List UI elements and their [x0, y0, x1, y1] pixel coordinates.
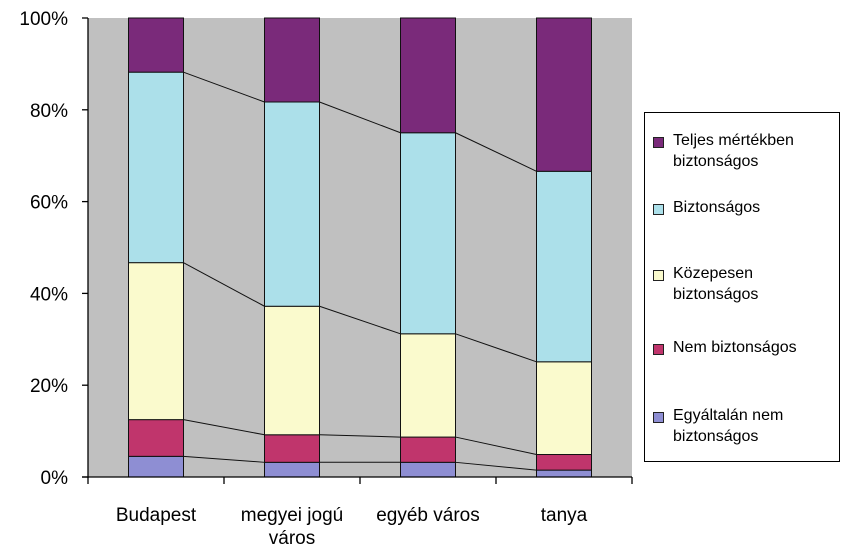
- bar-segment: [400, 461, 456, 478]
- y-tick-label: 0%: [41, 468, 69, 489]
- legend-item: Nem biztonságos: [653, 337, 833, 358]
- connector-line: [183, 419, 265, 436]
- bar-segment: [128, 419, 184, 457]
- legend-item: Közepesen biztonságos: [653, 263, 833, 305]
- bar-segment: [536, 454, 592, 471]
- bar-segment: [400, 333, 456, 438]
- legend-swatch: [653, 270, 664, 281]
- bar-segment: [536, 170, 592, 363]
- legend-item: Egyáltalán nem biztonságos: [653, 405, 833, 447]
- y-tick-label: 80%: [30, 101, 68, 122]
- connector-line: [183, 455, 265, 463]
- x-category-label: Budapest: [116, 505, 197, 526]
- connector-line: [455, 132, 537, 172]
- bar-segment: [264, 434, 320, 463]
- x-category-label: megyei jogú város: [241, 505, 343, 548]
- y-tick-label: 40%: [30, 284, 68, 305]
- connector-line: [319, 101, 401, 134]
- connector-line: [183, 262, 265, 307]
- legend-swatch: [653, 204, 664, 215]
- legend-swatch: [653, 137, 664, 148]
- legend-label: Teljes mértékben biztonságos: [673, 132, 794, 170]
- y-tick-label: 60%: [30, 193, 68, 214]
- connector-line: [183, 71, 265, 103]
- x-category-label: tanya: [541, 505, 588, 526]
- connector-line: [455, 436, 537, 455]
- legend: Teljes mértékben biztonságos Biztonságos K…: [644, 112, 840, 462]
- legend-label: Biztonságos: [673, 199, 761, 216]
- bar-segment: [400, 132, 456, 335]
- y-tick-label: 100%: [19, 9, 68, 30]
- bar-segment: [264, 17, 320, 103]
- bar-segment: [536, 17, 592, 172]
- connector-line: [455, 461, 537, 471]
- bar-segment: [400, 17, 456, 134]
- x-axis-category-labels: Budapest megyei jogú város egyéb város tanya: [116, 505, 588, 548]
- bar-segment: [128, 262, 184, 421]
- legend-label: Egyáltalán nem biztonságos: [673, 407, 784, 445]
- bars: [128, 17, 592, 478]
- bar-segment: [536, 361, 592, 456]
- connector-line: [455, 333, 537, 363]
- legend-swatch: [653, 344, 664, 355]
- bar-segment: [400, 436, 456, 463]
- legend-item: Teljes mértékben biztonságos: [653, 130, 833, 172]
- bar-segment: [536, 469, 592, 478]
- bar-segment: [264, 461, 320, 478]
- bar-segment: [128, 71, 184, 264]
- bar-segment: [264, 101, 320, 307]
- legend-label: Közepesen biztonságos: [673, 265, 759, 303]
- bar-segment: [128, 455, 184, 478]
- bar-segment: [264, 305, 320, 436]
- legend-item: Biztonságos: [653, 197, 833, 218]
- axes: [82, 17, 633, 484]
- y-tick-label: 20%: [30, 376, 68, 397]
- connector-line: [319, 434, 401, 438]
- bar-segment: [128, 17, 184, 73]
- legend-label: Nem biztonságos: [673, 339, 797, 356]
- connector-line: [319, 305, 401, 335]
- connector-lines: [183, 71, 537, 471]
- y-axis-tick-labels: 0% 20% 40% 60% 80% 100%: [19, 9, 68, 489]
- legend-swatch: [653, 412, 664, 423]
- x-category-label: egyéb város: [376, 505, 480, 526]
